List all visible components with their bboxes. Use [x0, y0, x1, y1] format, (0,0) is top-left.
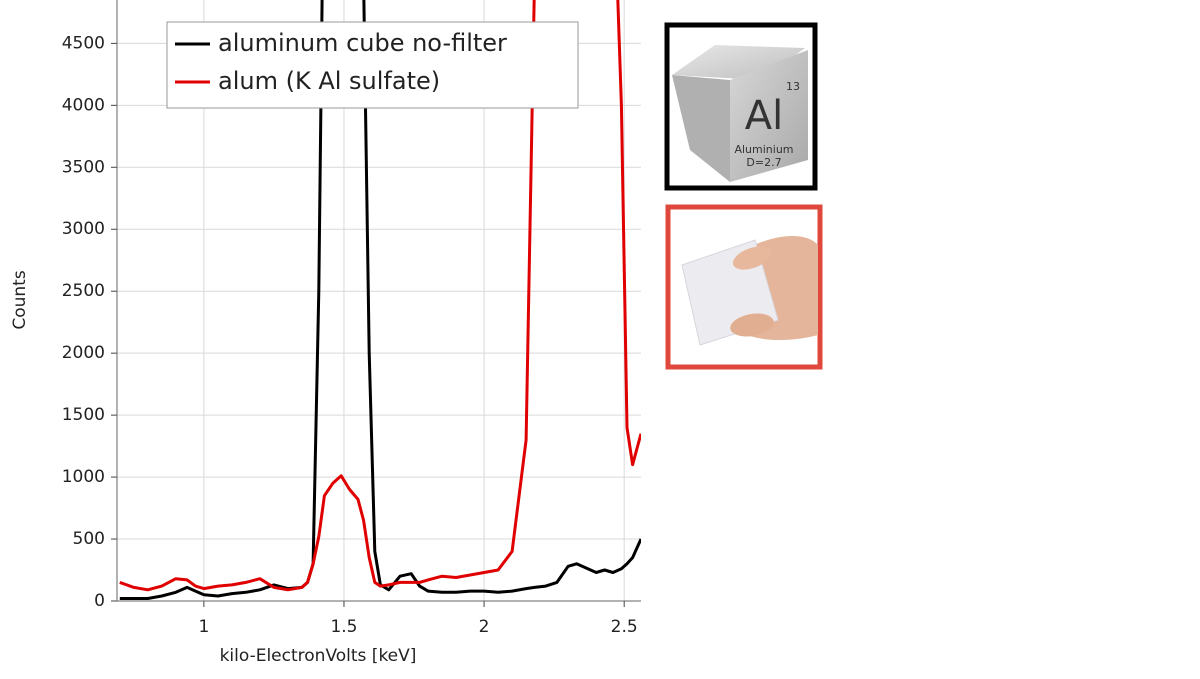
x-axis-label: kilo-ElectronVolts [keV]: [220, 646, 417, 666]
x-tick-label: 2.5: [611, 617, 638, 637]
element-name: Aluminium: [734, 143, 793, 156]
atomic-number: 13: [786, 80, 800, 93]
plot-area: [119, 0, 641, 600]
legend: aluminum cube no-filter alum (K Al sulfat…: [166, 21, 579, 109]
y-tick-label: 2500: [62, 281, 105, 301]
x-tick-label: 1: [198, 617, 209, 637]
legend-label: aluminum cube no-filter: [218, 29, 507, 57]
y-tick-label: 2000: [62, 343, 105, 363]
y-tick-label: 3500: [62, 157, 105, 177]
y-tick-label: 1000: [62, 467, 105, 487]
y-tick-label: 0: [94, 591, 105, 611]
x-tick-label: 1.5: [330, 617, 357, 637]
y-tick-label: 4000: [62, 95, 105, 115]
cube-side: [672, 75, 730, 182]
y-axis-label: Counts: [10, 270, 30, 329]
finger: [730, 313, 774, 337]
thumb: [732, 246, 772, 270]
series-line: [119, 0, 641, 600]
x-tick-label: 2: [479, 617, 490, 637]
legend-box: [166, 21, 579, 109]
legend-label: alum (K Al sulfate): [218, 67, 440, 95]
y-tick-label: 1500: [62, 405, 105, 425]
alum-photo: [665, 204, 823, 370]
cube-photo: Al 13 Aluminium D=2.7: [664, 22, 818, 191]
y-tick-label: 3000: [62, 219, 105, 239]
element-symbol: Al: [745, 93, 783, 139]
series-line: [119, 0, 641, 592]
density: D=2.7: [746, 156, 781, 169]
y-tick-label: 4500: [62, 33, 105, 53]
cube-front: [730, 50, 808, 182]
axes: 0 500 1000 1500 2000 2500 3000 3500 4000 4500 1 1.5…: [62, 0, 641, 637]
y-tick-label: 500: [73, 529, 105, 549]
